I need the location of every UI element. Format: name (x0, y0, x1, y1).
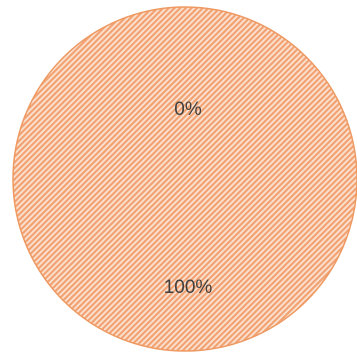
pie-slice-label-1: 100% (164, 277, 213, 298)
pie-slices (12, 6, 357, 352)
pie-labels: 0% 100% (164, 99, 213, 298)
pie-slice-label-0: 0% (174, 99, 202, 120)
pie-slice-1 (12, 6, 357, 352)
